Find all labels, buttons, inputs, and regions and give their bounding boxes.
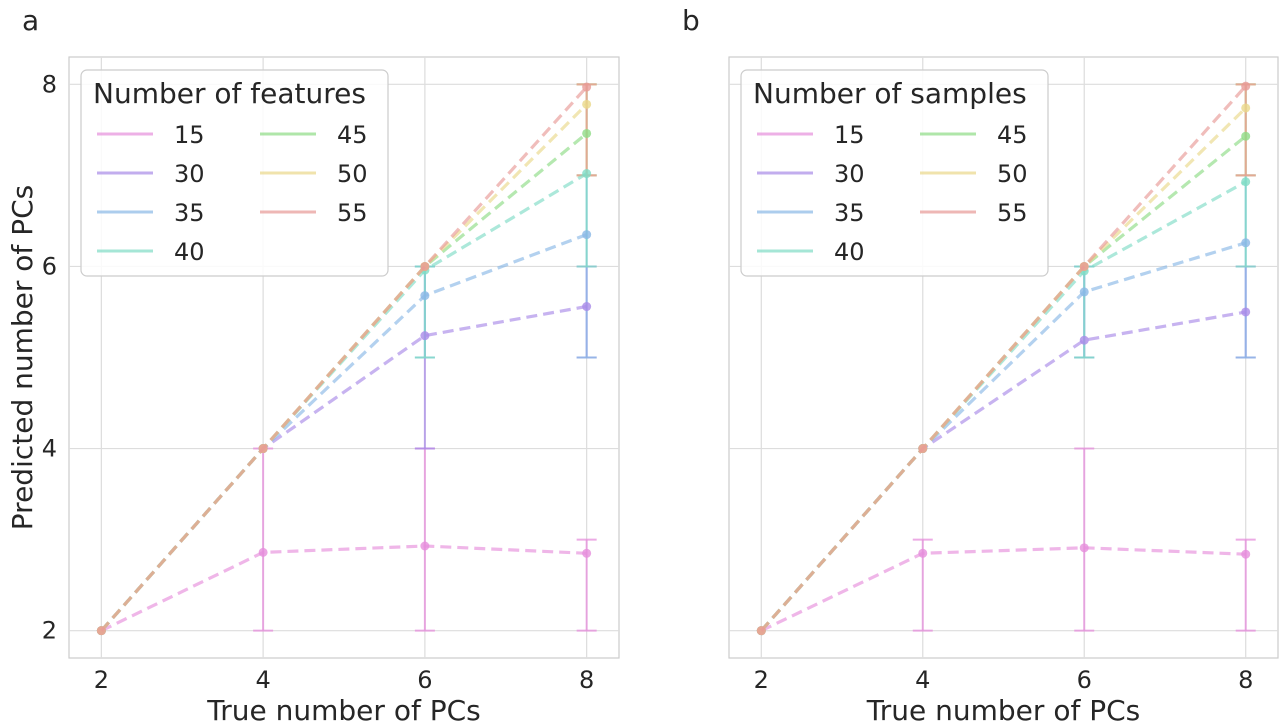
data-point	[420, 331, 430, 341]
legend-label: 55	[337, 199, 368, 227]
legend-label: 50	[997, 160, 1028, 188]
legend-label: 35	[174, 199, 205, 227]
legend-label: 30	[174, 160, 205, 188]
legend-label: 40	[834, 238, 865, 266]
legend-box	[740, 69, 1049, 277]
data-point	[1241, 307, 1251, 317]
data-point	[582, 302, 592, 312]
data-point	[1241, 549, 1251, 559]
x-tick-label: 8	[1238, 666, 1253, 694]
legend-title: Number of features	[93, 77, 366, 110]
data-point	[1079, 261, 1089, 271]
x-tick-label: 4	[255, 666, 270, 694]
legend-label: 45	[997, 121, 1028, 149]
x-tick-label: 6	[417, 666, 432, 694]
x-tick-label: 6	[1077, 666, 1092, 694]
panel-letter: a	[22, 4, 39, 37]
data-point	[1079, 287, 1089, 297]
legend-label: 35	[834, 199, 865, 227]
x-axis-label: True number of PCs	[206, 694, 480, 727]
y-tick-label: 8	[42, 70, 57, 98]
data-point	[1241, 81, 1251, 91]
data-point	[420, 291, 430, 301]
legend-label: 45	[337, 121, 368, 149]
y-tick-label: 6	[42, 252, 57, 280]
chart-panel-a: a 2 4 6 8 2 4 6 8 True number of PCs Predicted num…	[6, 4, 620, 727]
legend-label: 15	[174, 121, 205, 149]
y-tick-label: 4	[42, 435, 57, 463]
data-point	[582, 82, 592, 92]
y-axis-label: Predicted number of PCs	[6, 185, 39, 530]
legend-label: 55	[997, 199, 1028, 227]
x-tick-label: 2	[754, 666, 769, 694]
data-point	[258, 444, 268, 454]
series-55	[756, 81, 1251, 636]
series-line	[760, 546, 1246, 633]
data-point	[420, 541, 430, 551]
data-point	[258, 547, 268, 557]
data-point	[1241, 177, 1251, 187]
data-point	[420, 261, 430, 271]
data-point	[582, 128, 592, 138]
data-point	[1241, 131, 1251, 141]
data-point	[96, 626, 106, 636]
legend-label: 15	[834, 121, 865, 149]
x-tick-label: 2	[94, 666, 109, 694]
y-tick-label: 2	[42, 617, 57, 645]
data-point	[1241, 103, 1251, 113]
legend: Number of features 15 30 35 40 45 50 55	[80, 69, 389, 277]
x-axis-label: True number of PCs	[866, 694, 1140, 727]
legend-box	[80, 69, 389, 277]
data-point	[1079, 335, 1089, 345]
legend-label: 40	[174, 238, 205, 266]
data-point	[918, 548, 928, 558]
data-point	[582, 230, 592, 240]
chart-panel-b: b 2 4 6 8 True number of PCs Number of samples…	[682, 4, 1279, 727]
data-point	[918, 444, 928, 454]
panel-letter: b	[682, 4, 700, 37]
data-point	[1241, 238, 1251, 248]
legend: Number of samples 15 30 35 40 45 50 55	[740, 69, 1049, 277]
series-line	[100, 86, 588, 632]
series-55	[96, 82, 592, 636]
legend-label: 30	[834, 160, 865, 188]
legend-title: Number of samples	[753, 77, 1027, 110]
data-point	[582, 548, 592, 558]
series-line	[760, 85, 1247, 632]
data-point	[582, 169, 592, 179]
series-line	[100, 544, 587, 633]
x-tick-label: 8	[579, 666, 594, 694]
x-tick-label: 4	[915, 666, 930, 694]
data-point	[756, 626, 766, 636]
legend-label: 50	[337, 160, 368, 188]
data-point	[582, 99, 592, 109]
data-point	[1079, 543, 1089, 553]
